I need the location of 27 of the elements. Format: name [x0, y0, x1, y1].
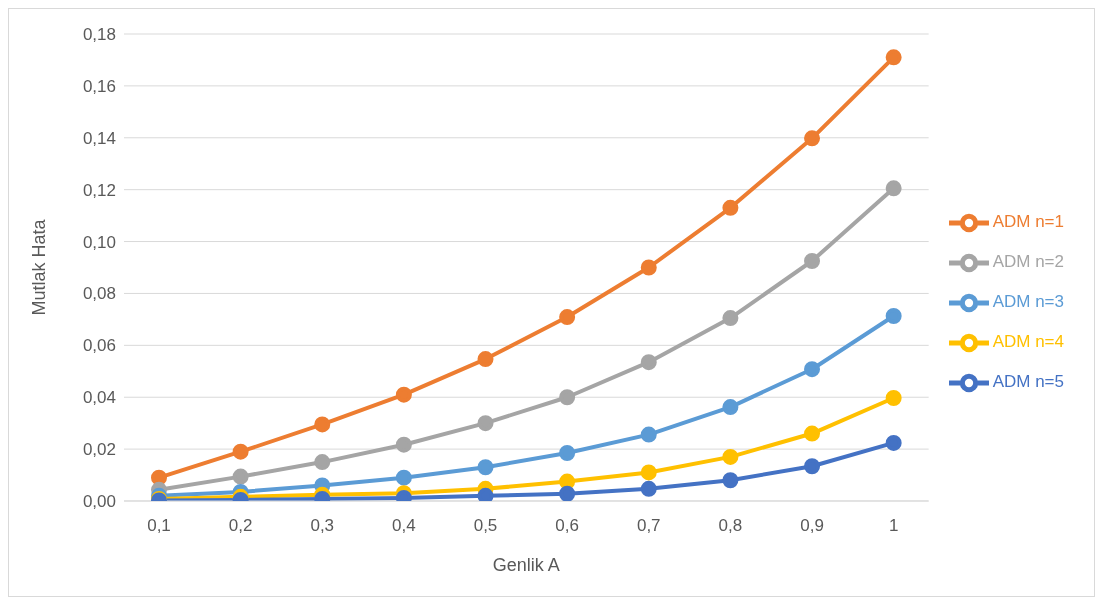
- x-tick-label: 0,6: [555, 516, 579, 536]
- y-tick-label: 0,10: [82, 232, 116, 252]
- y-axis-title: Mutlak Hata: [29, 218, 50, 316]
- x-tick-label: 0,4: [392, 516, 416, 536]
- y-tick-label: 0,04: [82, 388, 116, 408]
- legend-label: ADM n=3: [992, 291, 1064, 311]
- y-tick-label: 0,16: [82, 76, 116, 96]
- x-tick-label: 0,7: [636, 516, 661, 536]
- x-tick-label: 0,9: [800, 516, 824, 536]
- y-tick-label: 0,14: [82, 128, 116, 148]
- legend-label: ADM n=1: [992, 211, 1064, 231]
- x-axis-title: Genlik A: [492, 555, 560, 575]
- x-tick-label: 0,1: [147, 516, 171, 536]
- y-tick-label: 0,00: [82, 492, 116, 512]
- x-tick-label: 0,3: [310, 516, 335, 536]
- legend-label: ADM n=4: [992, 331, 1064, 351]
- y-tick-label: 0,06: [82, 336, 116, 356]
- x-tick-label: 0,8: [718, 516, 743, 536]
- y-tick-label: 0,12: [82, 180, 116, 200]
- x-tick-label: 1: [888, 516, 899, 536]
- legend-label: ADM n=5: [992, 371, 1064, 391]
- y-tick-label: 0,08: [82, 284, 116, 304]
- y-tick-label: 0,18: [82, 25, 116, 45]
- y-tick-label: 0,02: [82, 440, 116, 460]
- x-tick-label: 0,2: [228, 516, 253, 536]
- x-tick-label: 0,5: [473, 516, 498, 536]
- legend-label: ADM n=2: [992, 251, 1064, 271]
